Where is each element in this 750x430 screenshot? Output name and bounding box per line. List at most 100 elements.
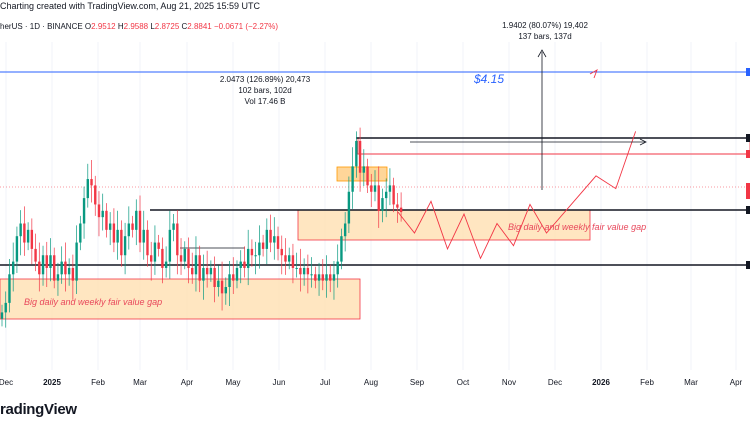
x-tick-label: Apr	[180, 378, 194, 387]
candle-body	[228, 274, 231, 287]
fvg-zone-upper	[297, 209, 591, 241]
measurement-2-bars: 137 bars, 137d	[518, 32, 572, 41]
x-tick-label: Nov	[501, 378, 517, 387]
candle-body	[358, 140, 362, 173]
candle-body	[254, 255, 257, 257]
change-value: −0.0671 (−2.27%)	[213, 22, 279, 31]
candle-body	[64, 261, 67, 275]
candle-body	[67, 267, 71, 275]
candle-body	[60, 261, 63, 275]
candle-body	[314, 274, 317, 281]
candle-body	[120, 229, 123, 256]
candle-body	[202, 267, 205, 281]
price-marker-target	[746, 68, 750, 76]
measurement-1-bars: 102 bars, 102d	[238, 86, 292, 95]
candle-body	[15, 236, 19, 262]
candle-body	[246, 248, 250, 268]
candle-body	[116, 229, 119, 243]
x-tick-label: Aug	[363, 378, 379, 387]
candle-body	[355, 140, 358, 167]
candle-body	[288, 255, 291, 262]
candle-body	[142, 229, 145, 243]
x-tick-label: Mar	[133, 378, 147, 387]
candle-body	[261, 242, 265, 249]
candle-body	[213, 267, 216, 287]
candle-body	[284, 255, 287, 262]
candle-body	[276, 236, 280, 249]
target-price-label: $4.15	[474, 72, 505, 86]
candle-body	[19, 223, 22, 237]
candle-body	[235, 267, 239, 281]
candle-body	[329, 274, 332, 281]
open-label: O	[84, 22, 92, 31]
grid	[5, 42, 737, 370]
candle-body	[4, 302, 7, 313]
candle-body	[0, 312, 4, 319]
candle-body	[34, 248, 37, 262]
candlestick-series	[0, 127, 403, 328]
candle-body	[209, 267, 213, 275]
candle-body	[101, 210, 104, 218]
candle-body	[183, 248, 186, 262]
candle-body	[56, 274, 60, 281]
candle-body	[224, 287, 227, 294]
fvg-upper-label: Big daily and weekly fair value gap	[508, 222, 647, 232]
candle-body	[317, 274, 321, 281]
price-marker-resistance	[746, 134, 750, 142]
candle-body	[232, 274, 235, 281]
candle-body	[97, 204, 101, 218]
candle-body	[71, 267, 75, 281]
candle-body	[38, 261, 41, 275]
candle-body	[392, 185, 395, 205]
right-price-axis-markers	[746, 68, 750, 269]
high-value: 2.9588	[123, 22, 149, 31]
candle-body	[321, 274, 324, 281]
symbol-name: herUS · 1D · BINANCE	[0, 22, 83, 31]
candle-body	[306, 267, 310, 275]
x-tick-label: Apr	[729, 378, 743, 387]
x-tick-label: May	[225, 378, 241, 387]
candle-body	[370, 185, 373, 192]
fvg-zone-lower	[0, 278, 361, 320]
measurement-1-volume: Vol 17.46 B	[244, 97, 286, 106]
candle-body	[23, 223, 26, 243]
candle-body	[108, 223, 112, 230]
candle-body	[194, 255, 198, 275]
candle-body	[205, 267, 209, 275]
candle-body	[8, 274, 11, 303]
consolidation-zone	[336, 166, 388, 182]
candle-body	[191, 267, 194, 275]
candle-body	[399, 207, 403, 213]
candle-body	[291, 255, 295, 268]
projection-zigzag	[397, 131, 637, 260]
candle-body	[86, 179, 89, 199]
candle-body	[299, 267, 302, 275]
x-tick-label: Dec	[0, 378, 14, 387]
x-tick-label: Mar	[684, 378, 698, 387]
open-value: 2.9512	[91, 22, 116, 31]
candle-body	[127, 223, 131, 237]
candle-body	[90, 179, 93, 186]
candle-body	[79, 223, 82, 243]
price-marker-red	[746, 150, 750, 158]
ohlc-legend: herUS · 1D · BINANCE O2.9512 H2.9588 L2.…	[0, 22, 278, 31]
candle-body	[161, 248, 164, 268]
candle-body	[123, 236, 127, 256]
resistance-zone	[357, 137, 750, 155]
candle-body	[295, 267, 298, 269]
candle-body	[53, 255, 56, 281]
candle-body	[347, 191, 351, 224]
x-tick-label: Dec	[547, 378, 563, 387]
x-tick-label: Feb	[640, 378, 654, 387]
candle-body	[94, 185, 97, 205]
measurement-2: 1.9402 (80.07%) 19,402 137 bars, 137d	[490, 20, 600, 42]
candle-body	[49, 255, 52, 268]
measurement-2-change: 1.9402 (80.07%) 19,402	[502, 21, 588, 30]
candle-body	[135, 210, 138, 230]
candle-body	[172, 223, 175, 230]
candle-body	[388, 185, 392, 192]
candle-body	[198, 255, 201, 281]
tradingview-logo: radingView	[0, 401, 77, 418]
close-label: C	[181, 22, 188, 31]
